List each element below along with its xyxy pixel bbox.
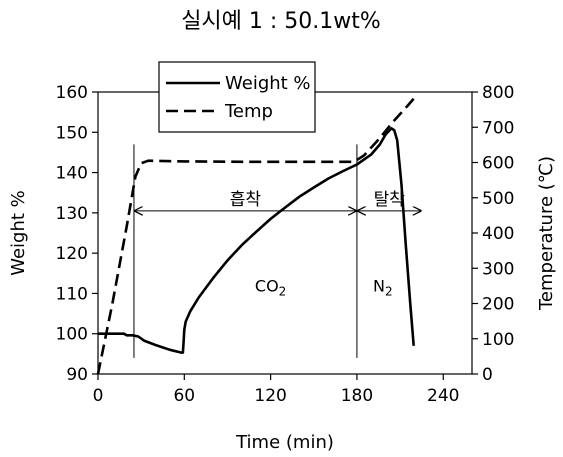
x-axis-title: Time (min) (235, 432, 334, 453)
gas-label: CO2 (255, 276, 286, 298)
plot-area (97, 91, 473, 375)
x-tick-label: 240 (427, 386, 459, 406)
legend-label-weight: Weight % (225, 73, 311, 94)
y-tick-label: 120 (56, 244, 88, 264)
y-axis-left: 90 100 110 120 130 140 150 160 (56, 83, 98, 385)
chart-title: 실시예 1 : 50.1wt% (181, 9, 381, 34)
series-line-temp (96, 93, 419, 375)
y-tick-label: 110 (56, 284, 88, 304)
legend-box (158, 61, 316, 133)
y2-tick-label: 200 (482, 295, 514, 315)
y2-tick-label: 800 (482, 83, 514, 103)
y2-tick-label: 400 (482, 224, 514, 244)
y2-tick-label: 700 (482, 118, 514, 138)
y2-tick-label: 300 (482, 259, 514, 279)
y-tick-label: 140 (56, 164, 88, 184)
y2-tick-label: 600 (482, 154, 514, 174)
y-tick-label: 130 (56, 204, 88, 224)
region-dividers (133, 144, 358, 358)
y2-axis-title: Temperature (℃) (536, 156, 557, 311)
x-tick-label: 120 (254, 386, 286, 406)
y2-tick-label: 500 (482, 189, 514, 209)
y-tick-label: 90 (66, 365, 88, 385)
series-line-weight (98, 127, 415, 354)
y-tick-label: 150 (56, 123, 88, 143)
legend-label-temp: Temp (224, 101, 273, 122)
legend: Weight % Temp (158, 61, 316, 133)
region-label: 흡착 (230, 190, 262, 210)
x-tick-label: 0 (93, 386, 104, 406)
y-axis-right: 0 100 200 300 400 500 600 700 800 (472, 83, 514, 385)
region-annotations: 흡착 CO2 탈착 N2 (133, 190, 422, 298)
x-axis: 0 60 120 180 240 (93, 374, 459, 406)
y2-tick-label: 100 (482, 330, 514, 350)
y-tick-label: 100 (56, 325, 88, 345)
x-tick-label: 60 (173, 386, 195, 406)
region-label: 탈착 (374, 190, 406, 210)
series-lines (96, 93, 419, 375)
y-axis-title: Weight % (8, 190, 29, 276)
x-tick-label: 180 (341, 386, 373, 406)
gas-label: N2 (373, 276, 393, 298)
y2-tick-label: 0 (482, 365, 493, 385)
y-tick-label: 160 (56, 83, 88, 103)
